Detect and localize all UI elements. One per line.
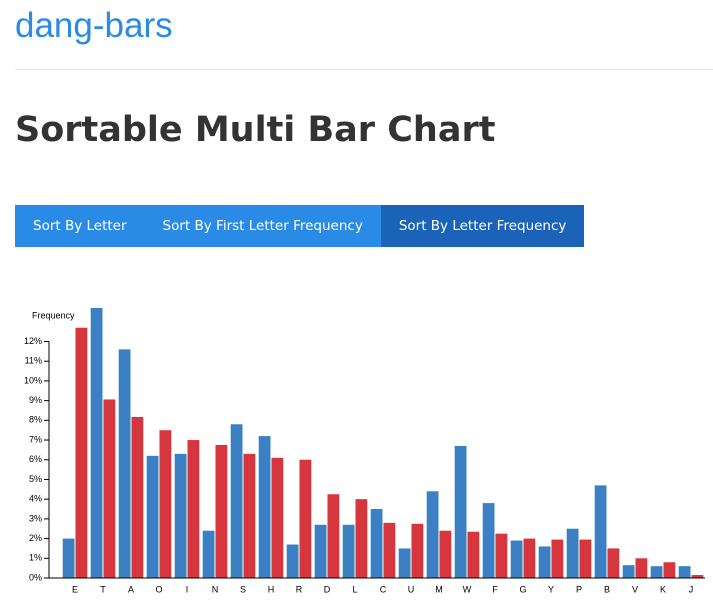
bar bbox=[342, 524, 355, 578]
x-tick-label: M bbox=[435, 584, 443, 594]
x-tick-label: V bbox=[632, 584, 638, 594]
bar bbox=[454, 445, 467, 578]
bar bbox=[202, 530, 215, 578]
bar bbox=[566, 528, 579, 578]
x-tick-label: P bbox=[576, 584, 582, 594]
bar bbox=[118, 349, 131, 578]
x-tick-label: L bbox=[352, 584, 357, 594]
bar bbox=[622, 565, 635, 578]
x-tick-label: O bbox=[155, 584, 162, 594]
x-tick-label: K bbox=[660, 584, 666, 594]
bar bbox=[75, 327, 88, 578]
bar bbox=[691, 575, 704, 578]
bar bbox=[482, 503, 495, 578]
x-tick-label: R bbox=[296, 584, 303, 594]
y-axis-label: Frequency bbox=[32, 310, 75, 320]
y-tick-label: 11% bbox=[25, 356, 42, 366]
x-tick-label: J bbox=[689, 584, 694, 594]
x-tick-label: C bbox=[380, 584, 387, 594]
x-tick-label: N bbox=[212, 584, 219, 594]
bar bbox=[370, 509, 383, 578]
x-tick-label: D bbox=[324, 584, 331, 594]
bar bbox=[103, 399, 116, 578]
x-tick-label: G bbox=[519, 584, 526, 594]
x-tick-label: A bbox=[128, 584, 134, 594]
bar bbox=[258, 436, 271, 578]
bar bbox=[215, 444, 228, 578]
bar bbox=[243, 453, 256, 578]
bar bbox=[579, 539, 592, 578]
chart: Frequency 0% 1% 2% 3% 4% 5% 6% 7% 8% 9% 10% 11% 12% E… bbox=[24, 308, 705, 594]
sort-button[interactable]: Sort By Letter bbox=[15, 205, 145, 247]
bar bbox=[411, 523, 424, 578]
bar bbox=[551, 539, 564, 578]
bar bbox=[650, 566, 663, 578]
bar bbox=[230, 424, 243, 578]
bar bbox=[594, 485, 607, 578]
page-heading: Sortable Multi Bar Chart bbox=[15, 110, 496, 150]
x-tick-label: F bbox=[492, 584, 498, 594]
bar bbox=[607, 548, 620, 578]
x-tick-label: I bbox=[186, 584, 189, 594]
x-tick-label: U bbox=[408, 584, 415, 594]
bar bbox=[159, 430, 172, 578]
y-tick-label: 4% bbox=[29, 494, 42, 504]
sort-button[interactable]: Sort By Letter Frequency bbox=[380, 205, 585, 247]
x-tick-label: H bbox=[268, 584, 275, 594]
sort-button[interactable]: Sort By First Letter Frequency bbox=[144, 205, 381, 247]
y-tick-label: 10% bbox=[24, 375, 42, 385]
bar bbox=[299, 459, 312, 578]
bar bbox=[467, 531, 480, 578]
y-tick-label: 8% bbox=[29, 415, 42, 425]
brand[interactable]: dang-bars bbox=[15, 6, 173, 45]
y-tick-label: 3% bbox=[29, 513, 42, 523]
bar bbox=[286, 544, 299, 578]
bar bbox=[131, 416, 144, 578]
bar bbox=[271, 457, 284, 578]
bar bbox=[635, 558, 648, 578]
x-tick-label: Y bbox=[548, 584, 554, 594]
y-tick-label: 7% bbox=[29, 434, 42, 444]
y-tick-label: 12% bbox=[24, 336, 42, 346]
bar bbox=[523, 538, 536, 578]
y-tick-label: 2% bbox=[29, 533, 42, 543]
bar bbox=[398, 548, 411, 578]
y-tick-label: 6% bbox=[29, 454, 42, 464]
bar bbox=[426, 491, 439, 578]
bar bbox=[314, 524, 327, 578]
button-group: Sort By Letter Sort By First Letter Freq… bbox=[15, 205, 585, 247]
y-tick-label: 9% bbox=[29, 395, 42, 405]
bar bbox=[146, 455, 159, 578]
bar bbox=[355, 499, 368, 578]
x-tick-label: E bbox=[72, 584, 78, 594]
bar bbox=[327, 494, 340, 578]
bar bbox=[439, 530, 452, 578]
x-tick-label: T bbox=[100, 584, 106, 594]
x-tick-label: W bbox=[463, 584, 472, 594]
y-tick-label: 0% bbox=[29, 572, 42, 582]
bar bbox=[663, 562, 676, 578]
bar bbox=[538, 546, 551, 578]
x-tick-label: S bbox=[240, 584, 246, 594]
bar bbox=[510, 540, 523, 578]
x-tick-label: B bbox=[604, 584, 610, 594]
bar bbox=[678, 566, 691, 578]
bar bbox=[495, 533, 508, 578]
bar bbox=[383, 522, 396, 578]
bar bbox=[187, 440, 200, 578]
bar bbox=[62, 538, 75, 578]
bar bbox=[90, 308, 103, 578]
bar bbox=[174, 453, 187, 578]
y-tick-label: 5% bbox=[29, 474, 42, 484]
y-tick-label: 1% bbox=[29, 553, 42, 563]
divider bbox=[15, 69, 713, 70]
